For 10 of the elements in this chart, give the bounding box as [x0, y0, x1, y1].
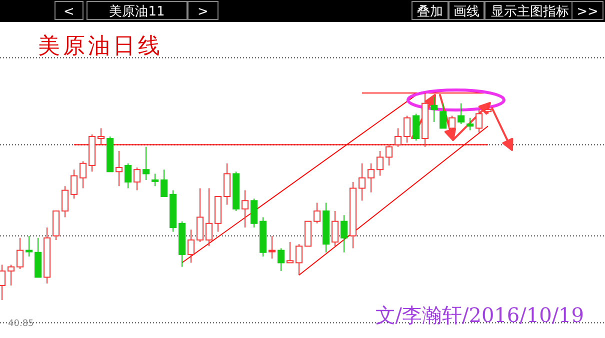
- text: 文/李瀚轩/2016/10/19: [375, 303, 584, 327]
- text: <: [64, 4, 74, 20]
- chart-title: 美原油日线: [38, 34, 163, 59]
- text: >>: [576, 4, 598, 20]
- text: 40.85: [8, 319, 34, 329]
- text: 美原油11: [109, 4, 165, 20]
- text: 显示主图指标: [491, 4, 569, 20]
- text: 画线: [454, 4, 480, 20]
- text: 叠加: [417, 4, 443, 20]
- text: >: [198, 4, 208, 20]
